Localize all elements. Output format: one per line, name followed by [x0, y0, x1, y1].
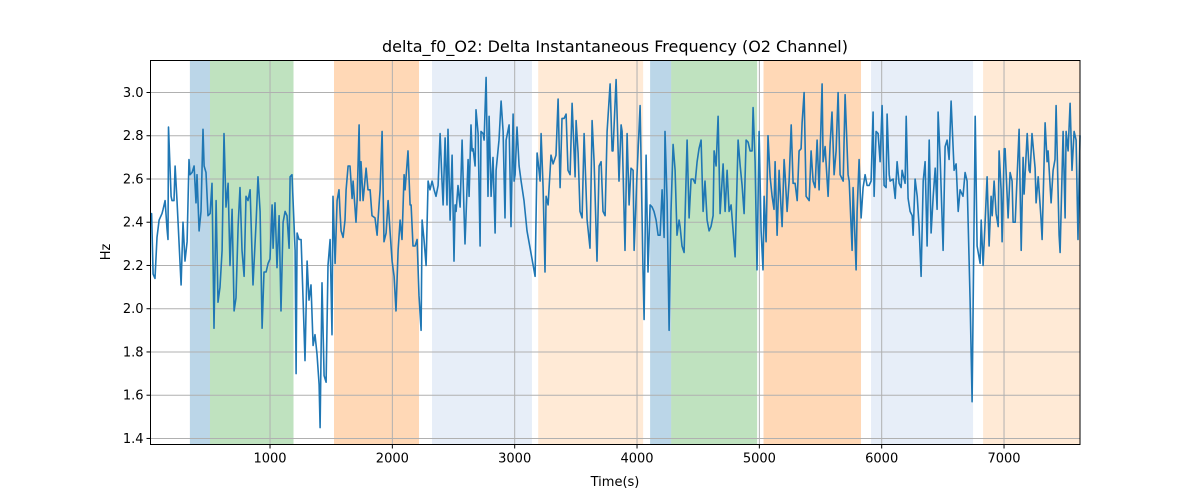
series-line — [150, 76, 1081, 429]
y-axis: 1.4 1.6 1.8 2.0 2.2 2.4 2.6 2.8 3.0 — [123, 86, 151, 447]
y-tick-label: 1.4 — [123, 432, 144, 447]
y-axis-label: Hz — [99, 244, 114, 261]
x-tick-label: 2000 — [376, 452, 409, 467]
y-tick-label: 2.8 — [123, 129, 144, 144]
shaded-band-10 — [983, 60, 1080, 445]
x-tick-label: 4000 — [620, 452, 653, 467]
y-tick-label: 2.2 — [123, 259, 144, 274]
y-tick-label: 1.8 — [123, 345, 144, 360]
y-tick-label: 3.0 — [123, 86, 144, 101]
x-tick-label: 6000 — [865, 452, 898, 467]
x-axis-label: Time(s) — [590, 475, 640, 490]
x-tick-label: 7000 — [987, 452, 1020, 467]
shaded-band-3 — [334, 60, 420, 445]
x-tick-label: 1000 — [253, 452, 286, 467]
x-tick-label: 5000 — [743, 452, 776, 467]
shaded-band-5 — [538, 60, 644, 445]
x-axis: 1000 2000 3000 4000 5000 6000 7000 — [253, 444, 1021, 467]
shaded-band-4 — [431, 60, 532, 445]
y-tick-label: 1.6 — [123, 389, 144, 404]
plot-frame — [150, 60, 1081, 445]
y-tick-label: 2.4 — [123, 216, 144, 231]
shaded-band-7 — [671, 60, 758, 445]
line-layer — [150, 76, 1081, 429]
shaded-band-1 — [189, 60, 210, 445]
x-tick-label: 3000 — [498, 452, 531, 467]
y-tick-label: 2.6 — [123, 172, 144, 187]
y-tick-label: 2.0 — [123, 302, 144, 317]
chart-title: delta_f0_O2: Delta Instantaneous Frequen… — [382, 37, 848, 57]
